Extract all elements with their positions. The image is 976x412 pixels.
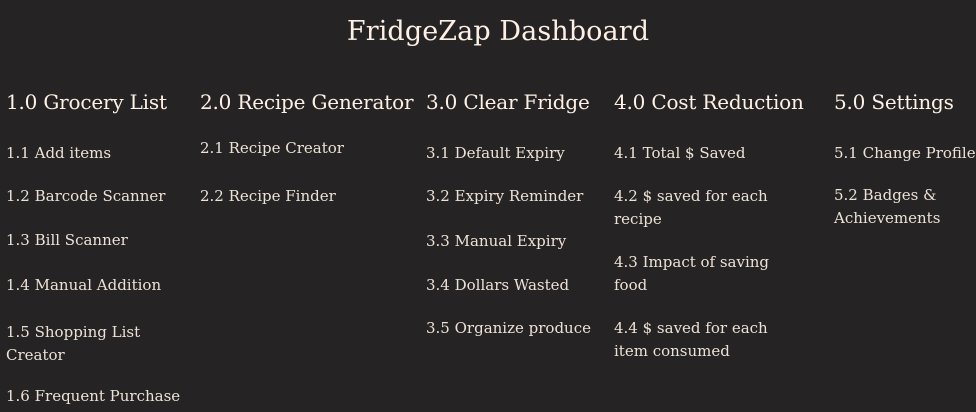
list-item[interactable]: 2.2 Recipe Finder	[200, 187, 336, 205]
column-settings: 5.0 Settings 5.1 Change Profile 5.2 Badg…	[834, 90, 976, 227]
list-item[interactable]: 1.6 Frequent Purchase	[6, 387, 181, 405]
list-item[interactable]: 3.5 Organize produce	[426, 319, 591, 337]
column-cost-reduction: 4.0 Cost Reduction 4.1 Total $ Saved 4.2…	[614, 90, 819, 360]
list-item[interactable]: 1.5 Shopping List Creator	[6, 323, 141, 364]
list-item[interactable]: 3.2 Expiry Reminder	[426, 187, 584, 205]
list-item[interactable]: 5.2 Badges & Achievements	[834, 186, 941, 227]
column-grocery-list: 1.0 Grocery List 1.1 Add items 1.2 Barco…	[6, 90, 186, 405]
list-item[interactable]: 1.4 Manual Addition	[6, 276, 162, 294]
column-heading: 1.0 Grocery List	[6, 90, 167, 114]
list-item[interactable]: 1.3 Bill Scanner	[6, 231, 128, 249]
dashboard-title: FridgeZap Dashboard	[346, 16, 650, 47]
list-item[interactable]: 3.4 Dollars Wasted	[426, 276, 570, 294]
list-item[interactable]: 1.2 Barcode Scanner	[6, 187, 166, 205]
column-recipe-generator: 2.0 Recipe Generator 2.1 Recipe Creator …	[200, 90, 414, 205]
column-heading: 2.0 Recipe Generator	[200, 90, 414, 114]
list-item[interactable]: 4.3 Impact of saving food	[614, 253, 770, 294]
column-heading: 4.0 Cost Reduction	[614, 90, 804, 114]
list-item[interactable]: 4.4 $ saved for each item consumed	[614, 319, 768, 360]
list-item[interactable]: 4.2 $ saved for each recipe	[614, 187, 768, 228]
list-item[interactable]: 4.1 Total $ Saved	[614, 144, 746, 162]
column-heading: 3.0 Clear Fridge	[426, 90, 590, 114]
column-heading: 5.0 Settings	[834, 90, 954, 114]
list-item[interactable]: 1.1 Add items	[6, 144, 112, 162]
list-item[interactable]: 3.1 Default Expiry	[426, 144, 565, 162]
list-item[interactable]: 3.3 Manual Expiry	[426, 232, 567, 250]
list-item[interactable]: 5.1 Change Profile	[834, 144, 976, 162]
column-clear-fridge: 3.0 Clear Fridge 3.1 Default Expiry 3.2 …	[426, 90, 606, 337]
list-item[interactable]: 2.1 Recipe Creator	[200, 139, 344, 157]
